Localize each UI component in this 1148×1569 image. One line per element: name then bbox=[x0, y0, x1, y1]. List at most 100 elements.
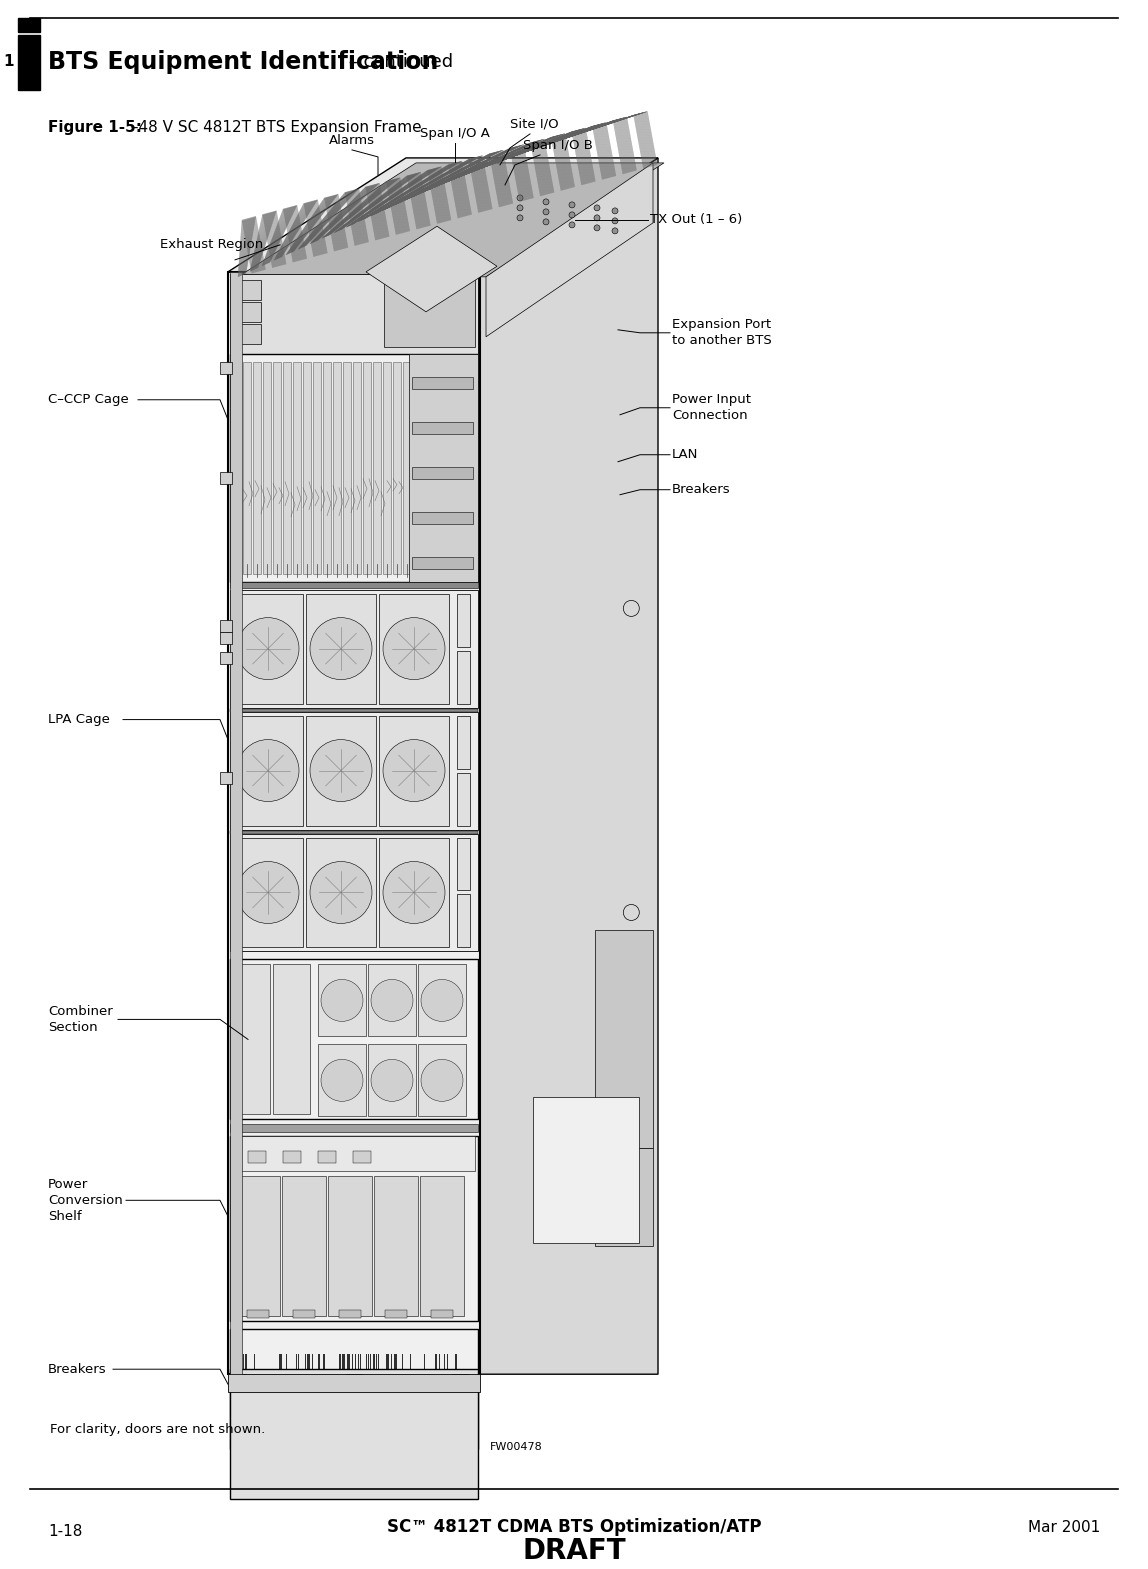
Bar bbox=[236, 284, 266, 301]
Bar bbox=[430, 1310, 453, 1318]
Text: Alarms: Alarms bbox=[329, 133, 375, 147]
Bar bbox=[328, 1177, 372, 1316]
Bar bbox=[457, 715, 470, 769]
Bar bbox=[230, 275, 478, 353]
Bar bbox=[282, 1177, 326, 1316]
Circle shape bbox=[371, 979, 413, 1021]
Circle shape bbox=[517, 206, 523, 210]
Text: – continued: – continued bbox=[343, 53, 453, 71]
Text: Combiner: Combiner bbox=[48, 1004, 113, 1018]
Bar bbox=[457, 772, 470, 825]
Text: LAN: LAN bbox=[672, 449, 698, 461]
Text: Conversion: Conversion bbox=[48, 1194, 123, 1207]
Bar bbox=[363, 362, 371, 574]
Circle shape bbox=[543, 209, 549, 215]
Bar bbox=[233, 838, 303, 948]
Text: BTS Equipment Identification: BTS Equipment Identification bbox=[48, 50, 439, 74]
Text: Figure 1-5:: Figure 1-5: bbox=[48, 121, 142, 135]
Text: FW00478: FW00478 bbox=[490, 1442, 543, 1453]
Text: DRAFT: DRAFT bbox=[522, 1538, 626, 1566]
Bar bbox=[595, 929, 653, 1149]
Bar bbox=[253, 362, 261, 574]
Circle shape bbox=[421, 1059, 463, 1101]
Bar bbox=[230, 709, 478, 712]
Text: Mar 2001: Mar 2001 bbox=[1027, 1520, 1100, 1534]
Circle shape bbox=[310, 618, 372, 679]
Bar bbox=[230, 712, 478, 830]
Circle shape bbox=[236, 739, 298, 802]
Bar bbox=[307, 593, 377, 703]
Text: Site I/O: Site I/O bbox=[510, 118, 559, 130]
Circle shape bbox=[612, 218, 618, 224]
Text: Connection: Connection bbox=[672, 410, 747, 422]
Bar bbox=[386, 1354, 389, 1420]
Bar bbox=[385, 1310, 408, 1318]
Bar bbox=[409, 353, 478, 582]
Bar bbox=[412, 511, 473, 524]
Bar bbox=[307, 715, 377, 825]
Bar bbox=[230, 590, 478, 708]
Circle shape bbox=[594, 224, 600, 231]
Text: Span I/O A: Span I/O A bbox=[420, 127, 490, 140]
Bar bbox=[220, 472, 232, 483]
Bar bbox=[245, 1354, 247, 1420]
Bar bbox=[230, 275, 478, 351]
Text: Breakers: Breakers bbox=[672, 483, 730, 496]
Circle shape bbox=[623, 904, 639, 921]
Bar bbox=[230, 1329, 478, 1450]
Bar bbox=[230, 275, 369, 351]
Bar bbox=[233, 323, 261, 344]
Bar bbox=[339, 1310, 360, 1318]
Bar bbox=[307, 1354, 310, 1420]
Bar bbox=[374, 1177, 418, 1316]
Bar bbox=[236, 1177, 280, 1316]
Bar bbox=[228, 271, 480, 1374]
Bar bbox=[233, 965, 270, 1114]
Text: to another BTS: to another BTS bbox=[672, 334, 771, 347]
Text: SC™ 4812T CDMA BTS Optimization/ATP: SC™ 4812T CDMA BTS Optimization/ATP bbox=[387, 1519, 761, 1536]
Text: 1-18: 1-18 bbox=[48, 1523, 83, 1539]
Bar bbox=[373, 362, 381, 574]
Bar bbox=[318, 1152, 336, 1163]
Bar bbox=[369, 965, 416, 1037]
Bar bbox=[293, 1310, 315, 1318]
Bar bbox=[284, 362, 290, 574]
Bar bbox=[18, 17, 40, 31]
Circle shape bbox=[612, 228, 618, 234]
Circle shape bbox=[236, 861, 298, 924]
Circle shape bbox=[612, 207, 618, 213]
Bar bbox=[318, 1045, 366, 1117]
Circle shape bbox=[371, 1059, 413, 1101]
Text: Exhaust Region: Exhaust Region bbox=[160, 238, 263, 251]
Bar bbox=[248, 1152, 266, 1163]
Bar bbox=[18, 35, 40, 89]
Bar bbox=[318, 965, 366, 1037]
Bar bbox=[418, 965, 466, 1037]
Bar bbox=[342, 1354, 346, 1420]
Text: Expansion Port: Expansion Port bbox=[672, 319, 771, 331]
Text: Power Input: Power Input bbox=[672, 394, 751, 406]
Bar bbox=[247, 1310, 269, 1318]
Circle shape bbox=[594, 206, 600, 210]
Text: Shelf: Shelf bbox=[48, 1210, 82, 1222]
Bar bbox=[236, 308, 266, 325]
Text: Span I/O B: Span I/O B bbox=[523, 140, 592, 152]
Bar bbox=[323, 362, 331, 574]
Text: C–CCP Cage: C–CCP Cage bbox=[48, 394, 129, 406]
Circle shape bbox=[517, 195, 523, 201]
Circle shape bbox=[236, 618, 298, 679]
Bar bbox=[228, 1374, 480, 1392]
Bar bbox=[595, 1149, 653, 1246]
Bar bbox=[233, 593, 303, 703]
Bar bbox=[412, 422, 473, 433]
Text: Power: Power bbox=[48, 1178, 88, 1191]
Bar bbox=[313, 362, 321, 574]
Bar bbox=[293, 362, 301, 574]
Polygon shape bbox=[486, 163, 653, 337]
Bar bbox=[420, 1177, 464, 1316]
Bar bbox=[379, 593, 449, 703]
Polygon shape bbox=[238, 163, 664, 276]
Bar bbox=[230, 1370, 478, 1498]
Circle shape bbox=[543, 218, 549, 224]
Text: –48 V SC 4812T BTS Expansion Frame: –48 V SC 4812T BTS Expansion Frame bbox=[126, 121, 421, 135]
